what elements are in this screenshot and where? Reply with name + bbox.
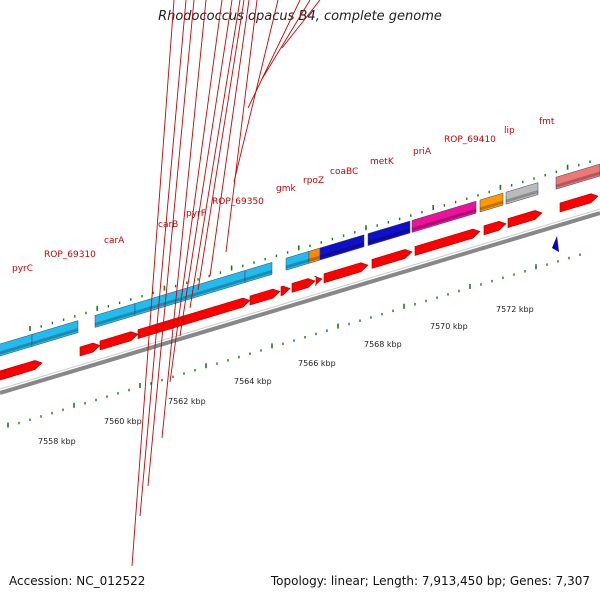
gene-feature [367,220,411,246]
gene-feature-shade [308,255,321,262]
feature-label: fmt [539,117,555,127]
ruler-tick-label: 7564 kbp [234,377,272,386]
feature-label: carB [158,220,178,230]
ruler-tick-label: 7568 kbp [364,340,402,349]
feature-label: lip [504,126,515,136]
gene-feature [244,262,273,283]
label-leader [281,0,321,49]
start-marker [552,236,559,252]
ruler-tick-label: 7566 kbp [298,359,336,368]
cds-arrow [559,193,599,213]
cds-arrow [314,275,323,286]
cds-arrow [249,288,281,306]
gene-feature [555,163,600,190]
cds-arrow [137,297,251,340]
label-leader [131,0,175,567]
gene-feature-shade [285,258,310,269]
cds-arrow [323,262,369,284]
label-leader [161,0,207,439]
backbone-highlight [0,208,600,390]
ruler-tick-label: 7558 kbp [38,437,76,446]
cds-arrow [79,342,101,357]
gene-feature-shade [94,311,136,326]
label-leader [189,0,241,309]
label-leader [179,0,233,337]
gene-feature [319,234,365,261]
label-leaders [131,0,321,567]
ruler-tick-label: 7560 kbp [104,417,142,426]
feature-label: metK [370,157,395,167]
feature-label: gmk [276,184,296,194]
label-leader [139,0,187,517]
cds-arrow [483,220,507,236]
label-leader [261,0,311,80]
gene-feature [505,182,539,205]
ruler-tick-label: 7572 kbp [496,305,534,314]
gene-feature-shade [31,328,79,345]
label-leader [147,0,195,487]
feature-label: ROP_69350 [212,197,264,207]
gene-feature-shade [367,228,411,245]
feature-label: ROP_69310 [44,250,96,260]
feature-track [0,163,600,357]
feature-label: pyrF [186,209,206,219]
label-leader [209,0,250,277]
feature-label: ROP_69410 [444,135,496,145]
label-leader [233,0,279,183]
ruler-labels: 7558 kbp 7560 kbp 7562 kbp 7564 kbp 7566 kbp… [38,305,534,446]
gene-feature-shade [555,171,600,188]
genome-summary-text: Topology: linear; Length: 7,913,450 bp; … [270,574,590,588]
ruler-ticks [7,253,581,428]
gene-feature-shade [244,269,273,281]
gene-feature-shade [0,341,33,355]
gene-feature-shade [479,200,504,211]
feature-label: priA [413,147,432,157]
label-leader [169,0,223,383]
gene-feature-shade [319,242,365,259]
feature-label: rpoZ [303,176,324,186]
cds-arrow [280,285,291,297]
feature-label-ticks [29,160,591,331]
backbone-line [0,211,600,395]
genome-backbone [0,208,600,395]
gene-feature [479,192,504,213]
cds-arrow [371,249,413,269]
label-leader [225,0,258,253]
gene-feature-shade [411,208,477,231]
gene-feature [31,320,79,347]
cds-arrow [507,210,543,229]
cds-arrow [414,228,481,256]
cds-arrow [291,278,316,293]
origin-marker-icon [552,236,559,252]
feature-labels: pyrC ROP_69310 carA carB pyrF ROP_69350 gmkrpo… [12,117,555,274]
cds-arrow [4,360,43,379]
accession-text: Accession: NC_012522 [9,574,146,588]
feature-label: pyrC [12,264,33,274]
cds-track [0,193,599,381]
ruler-tick-label: 7562 kbp [168,397,206,406]
label-leader [197,0,245,291]
gene-feature-shade [134,278,246,314]
feature-label: carA [104,236,125,246]
feature-label: coaBC [330,167,358,177]
ruler-tick-label: 7570 kbp [430,322,468,331]
cds-arrow [99,331,139,351]
gene-feature [411,200,477,233]
gene-feature-shade [505,190,539,203]
